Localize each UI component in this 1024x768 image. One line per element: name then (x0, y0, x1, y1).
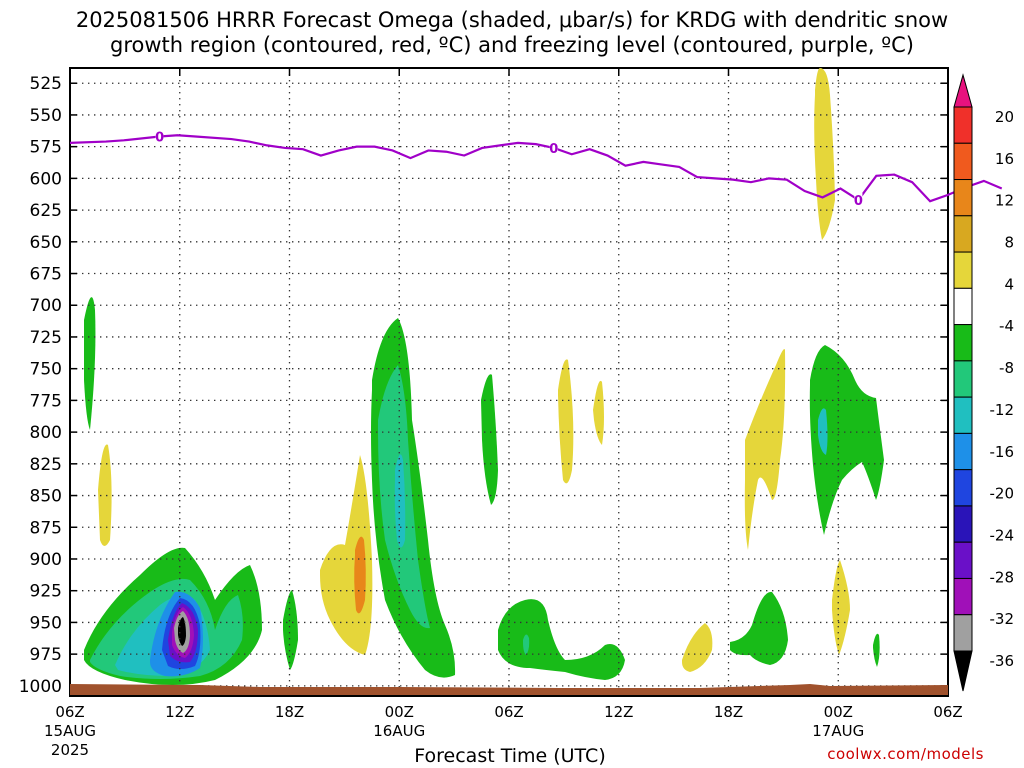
freezing-label-bg (549, 140, 558, 154)
colorbar-top-arrow (953, 73, 973, 108)
y-tick-label: 625 (30, 201, 62, 221)
colorbar-swatch (953, 287, 973, 326)
y-tick-label: 850 (30, 487, 62, 507)
omega-region-early-green (84, 297, 96, 430)
y-tick-label: 550 (30, 106, 62, 126)
omega-region-midday-yellow-2 (593, 380, 604, 445)
colorbar-label: -8 (999, 359, 1014, 377)
credit-text: coolwx.com/models (827, 745, 984, 763)
colorbar-swatch (953, 179, 973, 217)
colorbar-swatch (953, 432, 973, 471)
colorbar-label: 8 (1004, 234, 1014, 252)
x-tick-year: 2025 (51, 741, 89, 759)
grid (70, 68, 948, 696)
omega-region-late-green-small (873, 633, 880, 667)
y-tick-label: 575 (30, 138, 62, 158)
x-tick-label: 18Z (714, 703, 743, 721)
colorbar-label: -32 (990, 610, 1015, 628)
omega-region-late-green (809, 345, 884, 535)
y-tick-label: 700 (30, 296, 62, 316)
colorbar-label: 16 (995, 150, 1014, 168)
freezing-level-label: 0 (854, 194, 863, 209)
freezing-label-bg (854, 192, 863, 206)
y-tick-label: 725 (30, 328, 62, 348)
colorbar-swatch (953, 142, 973, 181)
omega-region-midday-yellow-1 (558, 359, 574, 484)
colorbar-bottom-arrow (953, 650, 973, 692)
ground-bar (70, 684, 948, 695)
omega-region-early-yellow (98, 444, 112, 546)
x-axis-title: Forecast Time (UTC) (414, 745, 606, 767)
y-tick-label: 950 (30, 613, 62, 633)
y-tick-label: 975 (30, 645, 62, 665)
x-tick-label: 06Z (933, 703, 962, 721)
freezing-level-label: 0 (549, 142, 558, 157)
y-tick-label: 775 (30, 391, 62, 411)
colorbar-label: -16 (990, 443, 1015, 461)
colorbar-swatch (953, 251, 973, 289)
colorbar-swatch (953, 614, 973, 652)
colorbar-swatch (953, 577, 973, 616)
colorbar-label: -12 (990, 401, 1015, 419)
colorbar: 20 16 12 8 4 -4 -8 -12 -16 -20 -24 -28 -32 -36 (953, 73, 1015, 692)
colorbar-label: 20 (995, 108, 1014, 126)
colorbar-swatch (953, 215, 973, 253)
y-tick-label: 675 (30, 265, 62, 285)
y-axis: 525 550 575 600 625 650 675 700 725 750 775 800 825 8… (19, 74, 948, 697)
colorbar-swatch (953, 106, 973, 144)
y-tick-label: 900 (30, 550, 62, 570)
x-tick-sublabel: 15AUG (44, 722, 96, 740)
omega-region-late-teal (818, 408, 828, 455)
colorbar-label: -20 (990, 485, 1015, 503)
omega-region-day2-yellow-streak (744, 349, 786, 550)
chart-title-line-2: growth region (contoured, red, ºC) and f… (110, 33, 914, 57)
freezing-label-bg (155, 129, 164, 143)
omega-shading (84, 68, 884, 685)
colorbar-label: -28 (990, 568, 1015, 586)
x-tick-label: 12Z (604, 703, 633, 721)
colorbar-swatch (953, 324, 973, 362)
y-tick-label: 1000 (19, 677, 62, 697)
x-tick-label: 18Z (275, 703, 304, 721)
y-tick-label: 800 (30, 423, 62, 443)
freezing-level: 0 0 0 (69, 129, 1003, 209)
x-tick-label: 06Z (494, 703, 523, 721)
x-tick-label: 00Z (385, 703, 414, 721)
omega-region-late-yellow-lower (832, 560, 850, 655)
y-tick-label: 750 (30, 360, 62, 380)
y-tick-label: 825 (30, 455, 62, 475)
colorbar-swatch (953, 469, 973, 507)
colorbar-label: -24 (990, 526, 1015, 544)
y-tick-label: 875 (30, 518, 62, 538)
omega-region-day2-green-small (730, 591, 788, 665)
y-tick-label: 925 (30, 582, 62, 602)
colorbar-swatch (953, 360, 973, 398)
x-tick-label: 06Z (55, 703, 84, 721)
colorbar-swatch (953, 505, 973, 543)
colorbar-label: -4 (999, 317, 1014, 335)
colorbar-swatch (953, 541, 973, 579)
freezing-level-label: 0 (155, 131, 164, 146)
y-tick-label: 600 (30, 169, 62, 189)
omega-region-06z-green (498, 599, 625, 680)
omega-region-evening-cyan (394, 454, 406, 548)
x-tick-sublabel: 17AUG (812, 722, 864, 740)
chart-title-line-1: 2025081506 HRRR Forecast Omega (shaded, … (75, 8, 949, 32)
colorbar-swatch (953, 396, 973, 434)
y-tick-label: 650 (30, 233, 62, 253)
y-tick-label: 525 (30, 74, 62, 94)
omega-region-day2-yellow-small (682, 623, 713, 672)
x-tick-sublabel: 16AUG (373, 722, 425, 740)
x-tick-label: 12Z (165, 703, 194, 721)
colorbar-label: 4 (1004, 275, 1014, 293)
x-tick-label: 00Z (824, 703, 853, 721)
omega-region-18z-green (283, 590, 298, 670)
omega-region-06z-teal (523, 634, 530, 655)
omega-region-afternoon-orange (354, 536, 366, 614)
colorbar-label: 12 (995, 192, 1014, 210)
omega-region-03z-green (481, 374, 498, 505)
colorbar-label: -36 (990, 652, 1015, 670)
